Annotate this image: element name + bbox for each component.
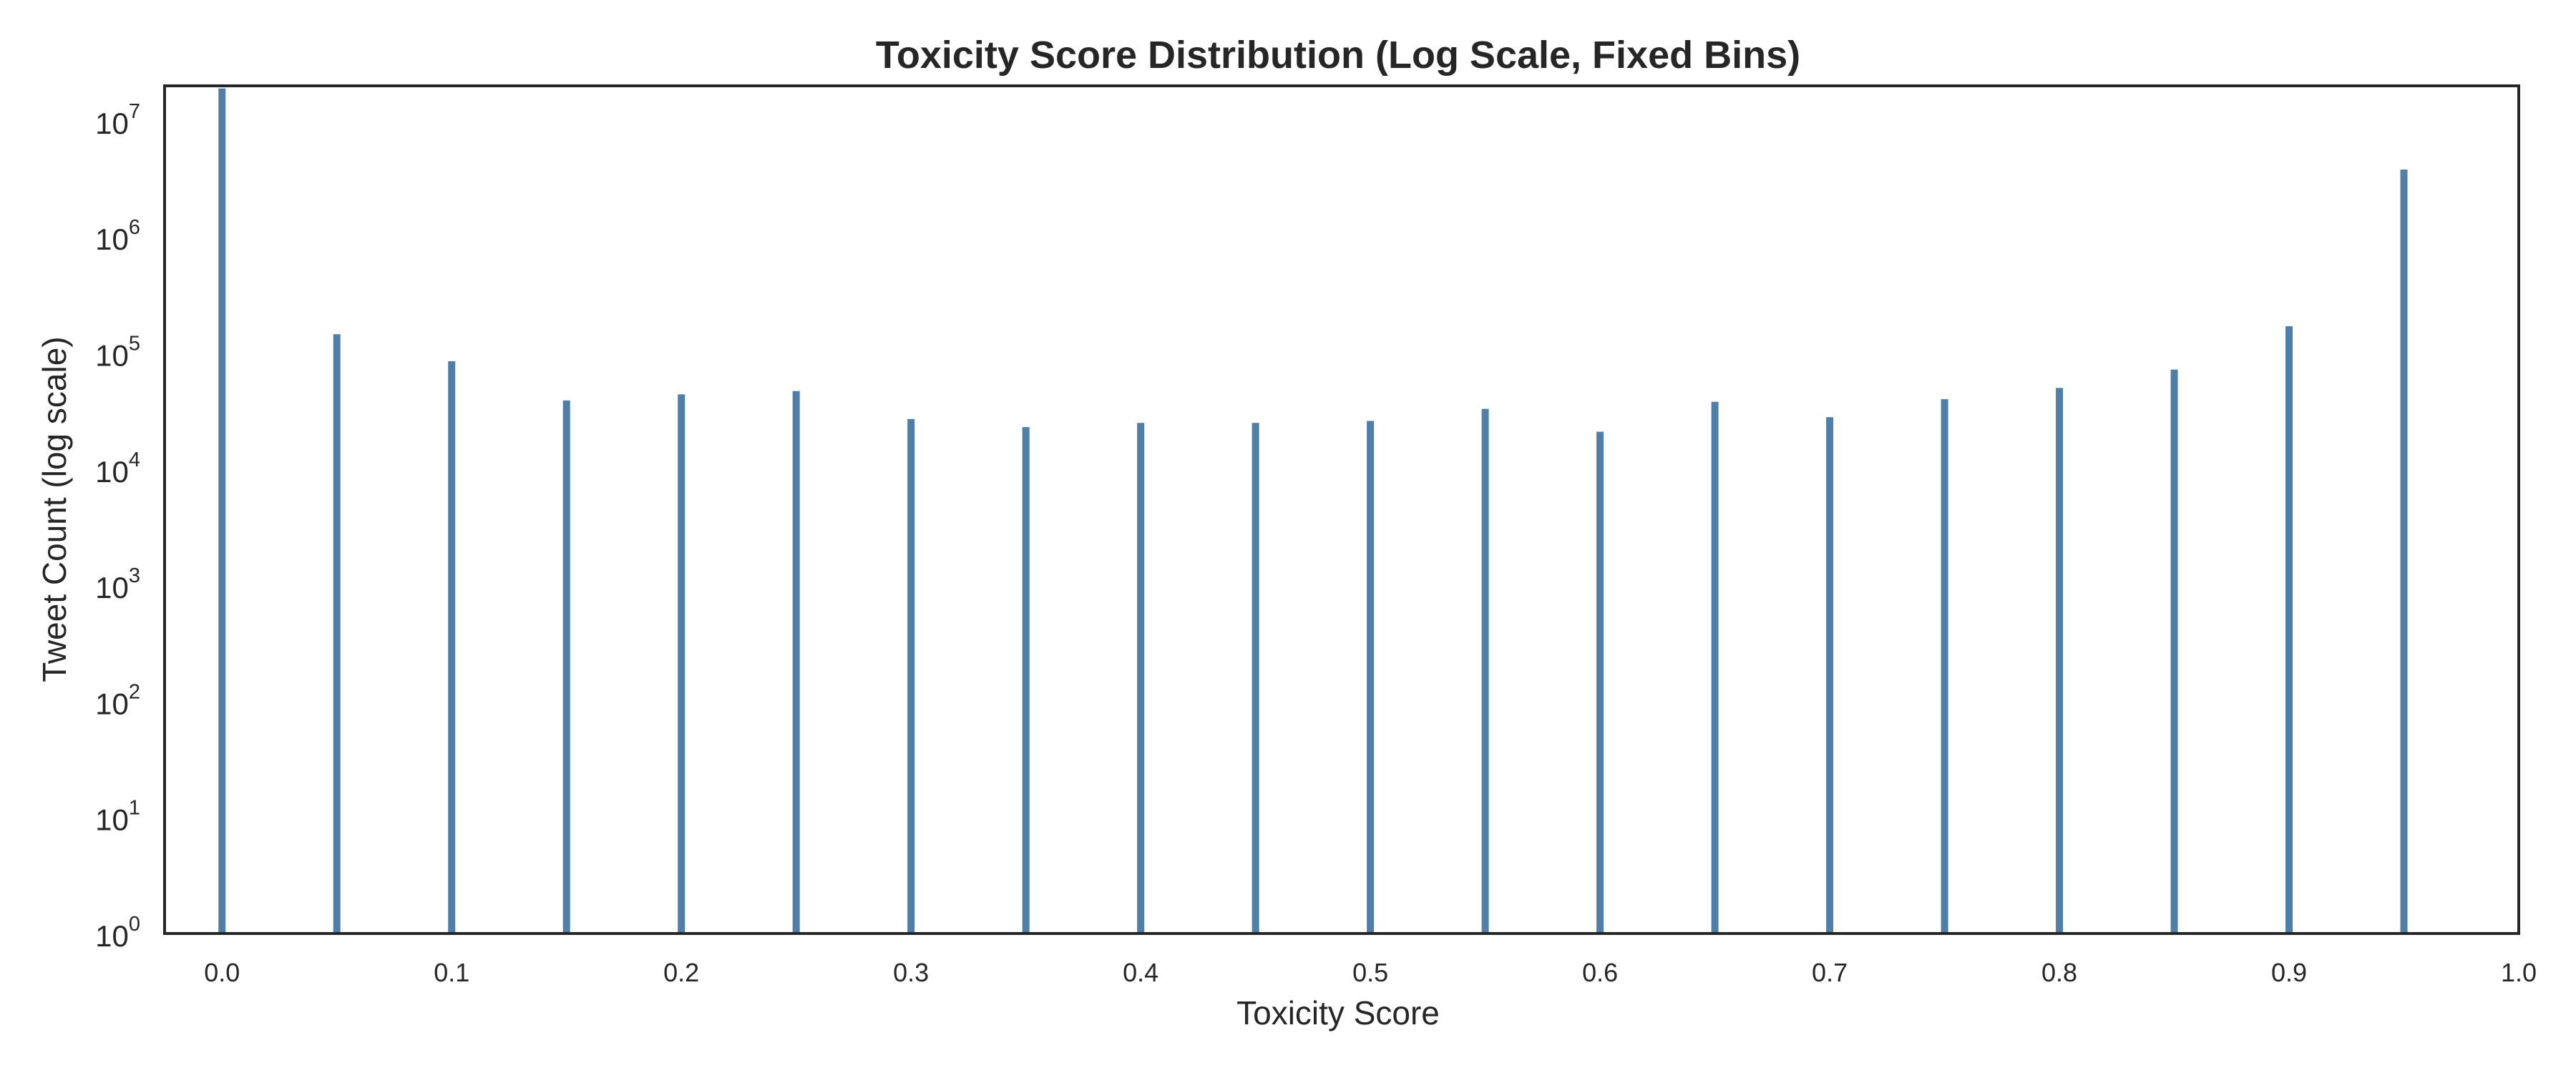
y-tick-label: 103 xyxy=(95,564,140,604)
histogram-bar xyxy=(448,361,456,934)
y-tick-base: 10 xyxy=(95,919,129,953)
histogram-bar xyxy=(1711,401,1719,934)
y-tick-label: 102 xyxy=(95,680,140,720)
y-tick-base: 10 xyxy=(95,338,129,372)
histogram-bar xyxy=(562,400,570,934)
y-tick-base: 10 xyxy=(95,222,129,256)
x-tick-label: 0.5 xyxy=(1352,958,1388,987)
histogram-bar xyxy=(1941,399,1948,934)
x-tick-label: 0.3 xyxy=(893,958,929,987)
histogram-bar xyxy=(2285,326,2293,934)
x-tick-label: 0.9 xyxy=(2271,958,2307,987)
histogram-bar xyxy=(2170,369,2178,934)
x-axis-ticks: 0.0 0.1 0.2 0.3 0.4 0.5 0.6 0.7 0.8 0.9 1.0 xyxy=(204,958,2537,987)
plot-frame xyxy=(163,84,2520,935)
x-tick-label: 0.4 xyxy=(1123,958,1158,987)
histogram-bar xyxy=(1596,431,1604,934)
y-tick-base: 10 xyxy=(95,571,129,604)
y-tick-exponent: 1 xyxy=(129,797,140,820)
histogram-bar xyxy=(1137,423,1145,934)
y-tick-label: 100 xyxy=(95,913,140,953)
y-tick-label: 105 xyxy=(95,332,140,372)
x-tick-label: 0.8 xyxy=(2041,958,2077,987)
y-tick-base: 10 xyxy=(95,687,129,720)
histogram-bar xyxy=(1826,417,1834,934)
histogram-bar xyxy=(1367,421,1375,934)
y-tick-exponent: 4 xyxy=(129,449,140,471)
histogram-bar xyxy=(218,88,226,934)
y-tick-exponent: 6 xyxy=(129,216,140,239)
chart-title: Toxicity Score Distribution (Log Scale, … xyxy=(876,34,1800,77)
histogram-bar xyxy=(1252,423,1259,934)
histogram-bar xyxy=(678,394,686,934)
histogram-bar xyxy=(333,334,341,934)
histogram-bar xyxy=(2056,388,2064,934)
x-tick-label: 0.0 xyxy=(204,958,240,987)
histogram-bar xyxy=(907,418,915,934)
y-tick-exponent: 5 xyxy=(129,332,140,355)
x-tick-label: 0.1 xyxy=(434,958,469,987)
y-tick-base: 10 xyxy=(95,803,129,837)
y-tick-label: 106 xyxy=(95,216,140,256)
histogram-bar xyxy=(1022,427,1030,934)
y-tick-exponent: 0 xyxy=(129,913,140,936)
histogram-bar xyxy=(1481,408,1489,934)
x-tick-label: 0.2 xyxy=(663,958,699,987)
histogram-bar xyxy=(2400,170,2408,934)
y-tick-exponent: 2 xyxy=(129,680,140,703)
y-tick-exponent: 7 xyxy=(129,100,140,123)
y-tick-label: 107 xyxy=(95,100,140,140)
x-tick-label: 0.6 xyxy=(1582,958,1618,987)
y-axis-label: Tweet Count (log scale) xyxy=(36,336,73,682)
y-tick-exponent: 3 xyxy=(129,564,140,587)
y-tick-label: 101 xyxy=(95,797,140,837)
y-tick-base: 10 xyxy=(95,455,129,489)
x-tick-label: 1.0 xyxy=(2501,958,2537,987)
histogram-bar xyxy=(792,391,800,934)
y-tick-base: 10 xyxy=(95,107,129,140)
plot-area xyxy=(218,88,2408,934)
y-tick-label: 104 xyxy=(95,449,140,489)
x-axis-label: Toxicity Score xyxy=(1236,994,1440,1032)
x-tick-label: 0.7 xyxy=(1812,958,1848,987)
